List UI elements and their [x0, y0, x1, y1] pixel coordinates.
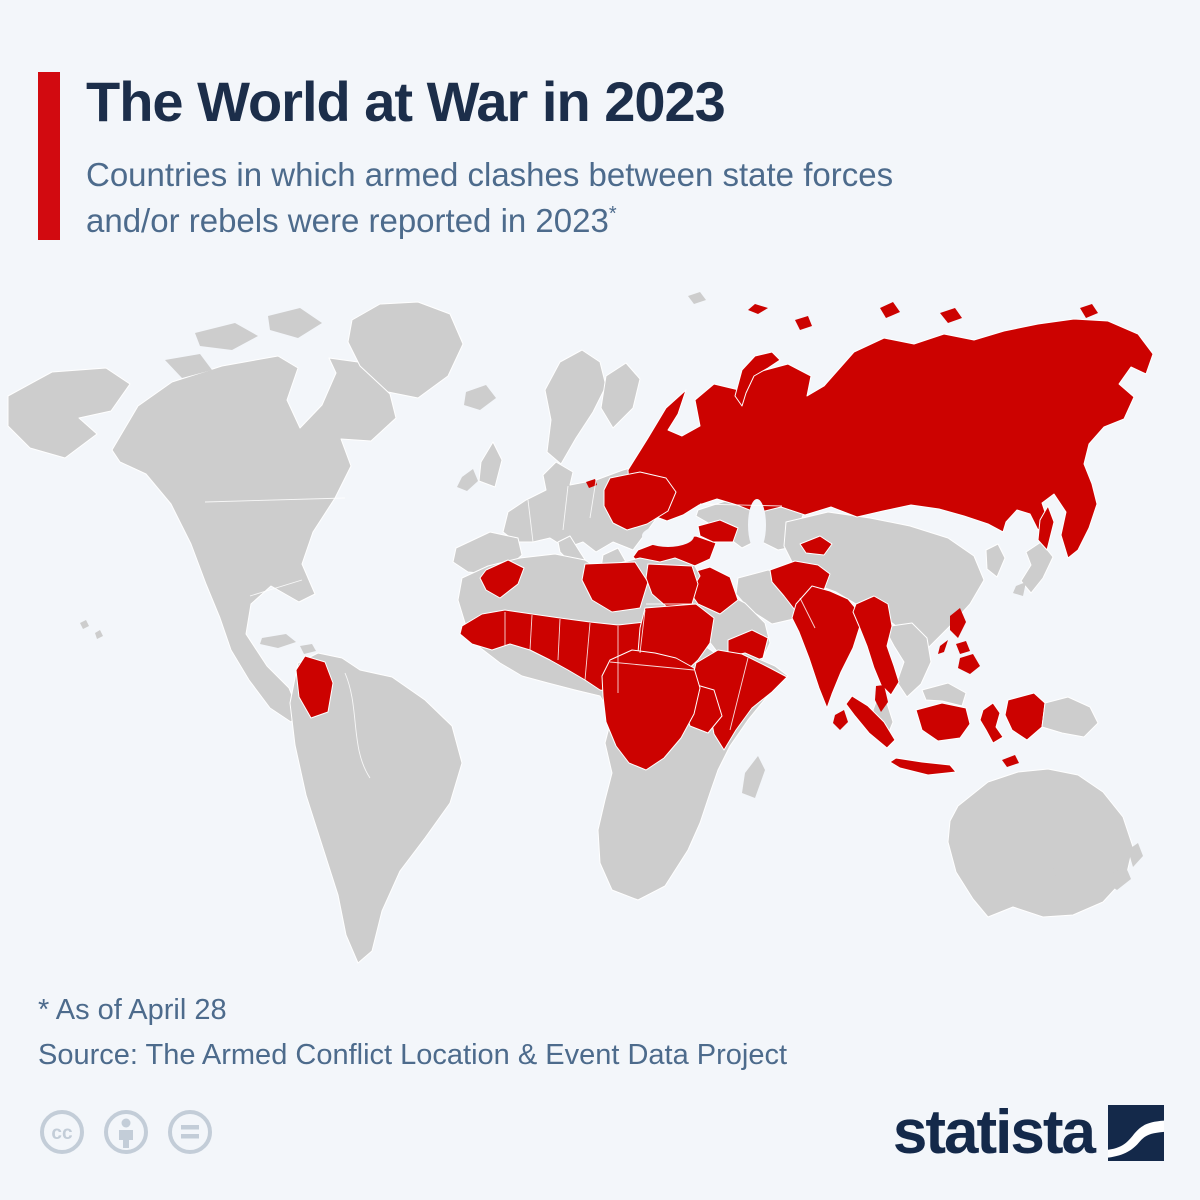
caspian-sea [748, 499, 766, 551]
region-hispaniola [300, 644, 316, 654]
region-new-zealand-north [1128, 843, 1143, 867]
country-philippines-luzon [950, 608, 966, 638]
footnotes: * As of April 28 Source: The Armed Confl… [38, 988, 787, 1078]
country-morocco [479, 559, 525, 599]
region-new-zealand-south [1108, 867, 1131, 890]
country-myanmar-thailand [852, 595, 900, 696]
border-africa-2 [529, 614, 533, 651]
border-africa-8 [729, 657, 749, 731]
world-map [0, 278, 1200, 978]
country-philippines-visayas [956, 641, 970, 654]
border-eu-1 [527, 499, 534, 543]
license-icons: cc [38, 1108, 214, 1156]
country-colombia [295, 655, 334, 719]
country-ukraine [603, 471, 677, 531]
country-russia-severnaya [880, 302, 900, 318]
region-japan [1020, 541, 1054, 594]
border-africa-6 [639, 609, 646, 654]
world-map-svg [7, 292, 1154, 964]
border-eu-3 [589, 479, 597, 519]
country-south-thailand [875, 685, 888, 712]
region-finland [600, 362, 641, 429]
country-russia-new-siberian [940, 308, 962, 323]
subtitle-line2: and/or rebels were reported in 2023 [86, 201, 609, 239]
country-russia-wrangel [1080, 304, 1098, 318]
svg-text:cc: cc [51, 1123, 73, 1144]
region-arctic-island-3 [165, 354, 212, 378]
region-alaska [7, 367, 131, 459]
border-russia-kazakhstan [699, 503, 783, 507]
subtitle-line1: Countries in which armed clashes between… [86, 156, 894, 193]
country-indonesia-sumatra [845, 695, 896, 749]
border-mexico [249, 579, 303, 597]
country-indonesia-sulawesi [979, 702, 1004, 744]
region-hawaii-1 [80, 620, 89, 629]
region-south-america [289, 652, 463, 964]
region-north-america [111, 355, 397, 723]
region-kyushu [1013, 582, 1026, 596]
accent-bar [38, 72, 60, 240]
footnote-asterisk: * As of April 28 [38, 994, 227, 1026]
source-line: Source: The Armed Conflict Location & Ev… [38, 1038, 788, 1071]
border-africa-9 [609, 661, 695, 671]
border-africa-3 [557, 618, 561, 661]
border-africa-4 [584, 622, 591, 681]
footnote-marker: * [608, 202, 617, 225]
region-iceland [464, 385, 496, 410]
country-russia-novaya-zemlya [734, 351, 781, 407]
region-papua-new-guinea [1041, 696, 1099, 738]
region-madagascar [742, 756, 765, 798]
country-russia-sakhalin [1037, 505, 1055, 551]
region-greenland [347, 301, 464, 399]
border-eu-2 [562, 485, 569, 531]
country-philippines-palawan [938, 640, 948, 654]
region-hawaii-2 [95, 630, 103, 639]
region-united-kingdom [478, 441, 503, 488]
border-sa-1 [344, 672, 371, 779]
statista-logo: statista [893, 1102, 1164, 1164]
country-russia-arctic-1 [795, 316, 812, 330]
country-caucasus [697, 519, 739, 543]
statista-wordmark: statista [892, 1098, 1096, 1167]
region-malaysia-borneo [921, 682, 967, 707]
region-scandinavia [544, 349, 607, 465]
region-ireland [457, 469, 478, 491]
country-australia [947, 768, 1134, 918]
country-sri-lanka [833, 710, 848, 730]
region-svalbard [688, 292, 706, 304]
region-tasmania [1040, 868, 1057, 887]
black-sea [642, 525, 694, 547]
page-subtitle: Countries in which armed clashes between… [86, 152, 893, 243]
equals-icon [168, 1110, 212, 1154]
country-kyrgyzstan-tajikistan [799, 535, 833, 556]
page-title: The World at War in 2023 [86, 70, 726, 133]
country-philippines-mindanao [958, 654, 980, 674]
region-indochina [886, 622, 932, 698]
country-indonesia-java [889, 757, 957, 776]
country-libya [581, 561, 649, 613]
country-indonesia-west-papua [1004, 692, 1046, 741]
country-india [791, 585, 861, 709]
country-indonesia-kalimantan [915, 702, 971, 742]
country-russia-franz-josef [748, 304, 768, 314]
country-indonesia-timor [1002, 755, 1019, 767]
attribution-icon [104, 1110, 148, 1154]
region-arctic-island-2 [268, 308, 322, 338]
border-india-pakistan [799, 597, 816, 629]
region-arctic-island-1 [195, 323, 258, 350]
region-korea [985, 543, 1006, 578]
region-cuba [260, 634, 296, 648]
creative-commons-icon: cc [40, 1110, 84, 1154]
border-us-canada [204, 497, 346, 503]
country-drc-car-cameroon [601, 649, 701, 771]
country-russia-kaliningrad [586, 479, 597, 488]
header: The World at War in 2023 Countries in wh… [38, 72, 893, 243]
statista-logo-icon [1108, 1105, 1164, 1161]
